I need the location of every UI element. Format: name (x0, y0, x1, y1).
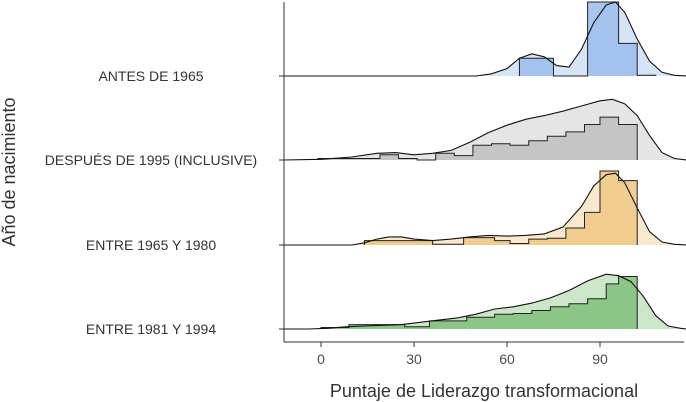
ridges-layer (283, 1, 686, 330)
category-label: DESPUÉS DE 1995 (INCLUSIVE) (45, 152, 257, 168)
ridge-entre-1965-y-1980 (283, 170, 686, 246)
ridge-entre-1981-y-1994 (283, 273, 686, 330)
y-axis-title: Año de nacimiento (0, 97, 19, 246)
x-axis-ticks: 0 30 60 90 (317, 342, 608, 367)
density-line (283, 172, 686, 246)
histogram-outline (317, 116, 638, 161)
histogram-fill (364, 171, 638, 245)
category-label: ANTES DE 1965 (98, 68, 203, 84)
category-label: ENTRE 1965 Y 1980 (86, 237, 216, 253)
x-tick-label: 0 (317, 351, 325, 367)
histogram-outline (518, 1, 657, 77)
density-line (283, 1, 686, 77)
histogram-outline (363, 170, 638, 245)
density-area (283, 2, 686, 76)
density-line (283, 98, 686, 161)
category-labels: ANTES DE 1965 DESPUÉS DE 1995 (INCLUSIVE)… (45, 68, 284, 337)
x-tick-label: 60 (499, 351, 515, 367)
category-label: ENTRE 1981 Y 1994 (86, 321, 216, 337)
x-tick-label: 30 (406, 351, 422, 367)
histogram-fill (321, 276, 638, 329)
histogram-outline (320, 276, 638, 329)
histogram-fill (317, 117, 638, 160)
ridge-antes-de-1965 (283, 1, 686, 77)
ridge-despu-s-de-1995-inclusive (283, 98, 686, 161)
density-line (283, 273, 686, 330)
x-tick-label: 90 (592, 351, 608, 367)
x-axis-title: Puntaje de Liderazgo transformacional (330, 381, 638, 401)
